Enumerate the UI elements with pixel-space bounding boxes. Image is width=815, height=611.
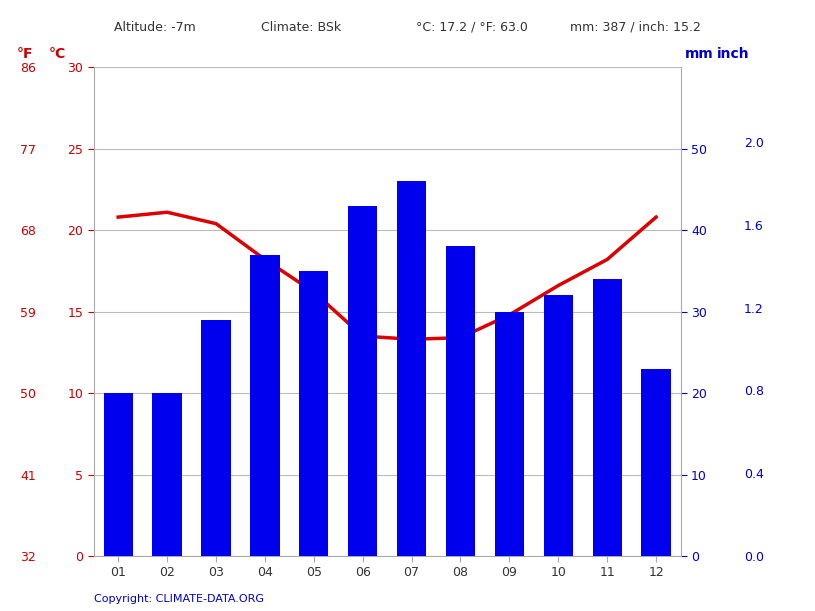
Bar (593, 279, 622, 556)
Text: Climate: BSk: Climate: BSk (261, 21, 341, 34)
Text: mm: mm (685, 47, 713, 61)
Bar (495, 312, 524, 556)
Text: Altitude: -7m: Altitude: -7m (114, 21, 196, 34)
Bar (348, 206, 377, 556)
Bar (201, 320, 231, 556)
Bar (104, 393, 133, 556)
Bar (299, 271, 328, 556)
Bar (397, 181, 426, 556)
Bar (544, 295, 573, 556)
Text: °C: 17.2 / °F: 63.0: °C: 17.2 / °F: 63.0 (416, 21, 527, 34)
Text: °C: °C (49, 47, 66, 61)
Text: mm: 387 / inch: 15.2: mm: 387 / inch: 15.2 (570, 21, 702, 34)
Bar (641, 368, 671, 556)
Text: °F: °F (16, 47, 33, 61)
Bar (250, 255, 280, 556)
Bar (446, 246, 475, 556)
Text: Copyright: CLIMATE-DATA.ORG: Copyright: CLIMATE-DATA.ORG (94, 594, 264, 604)
Text: inch: inch (717, 47, 750, 61)
Bar (152, 393, 182, 556)
